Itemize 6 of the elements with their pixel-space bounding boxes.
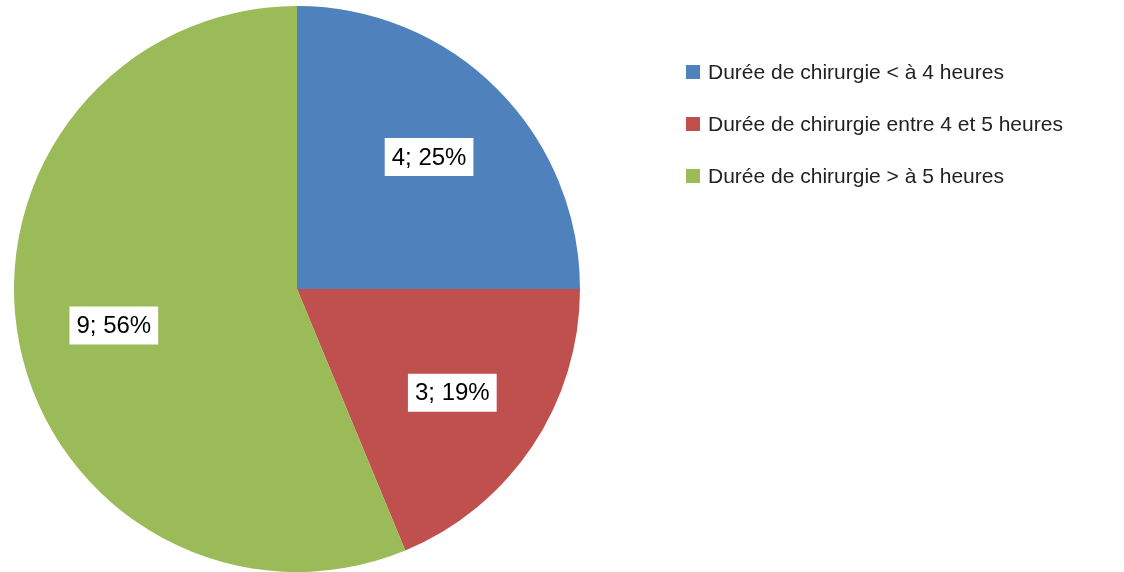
legend-label: Durée de chirurgie > à 5 heures [708,164,1004,188]
data-label: 3; 19% [414,378,490,406]
legend-label: Durée de chirurgie entre 4 et 5 heures [708,112,1063,136]
legend-label: Durée de chirurgie < à 4 heures [708,60,1004,84]
data-label: 4; 25% [391,142,467,170]
data-label: 9; 56% [76,311,152,339]
